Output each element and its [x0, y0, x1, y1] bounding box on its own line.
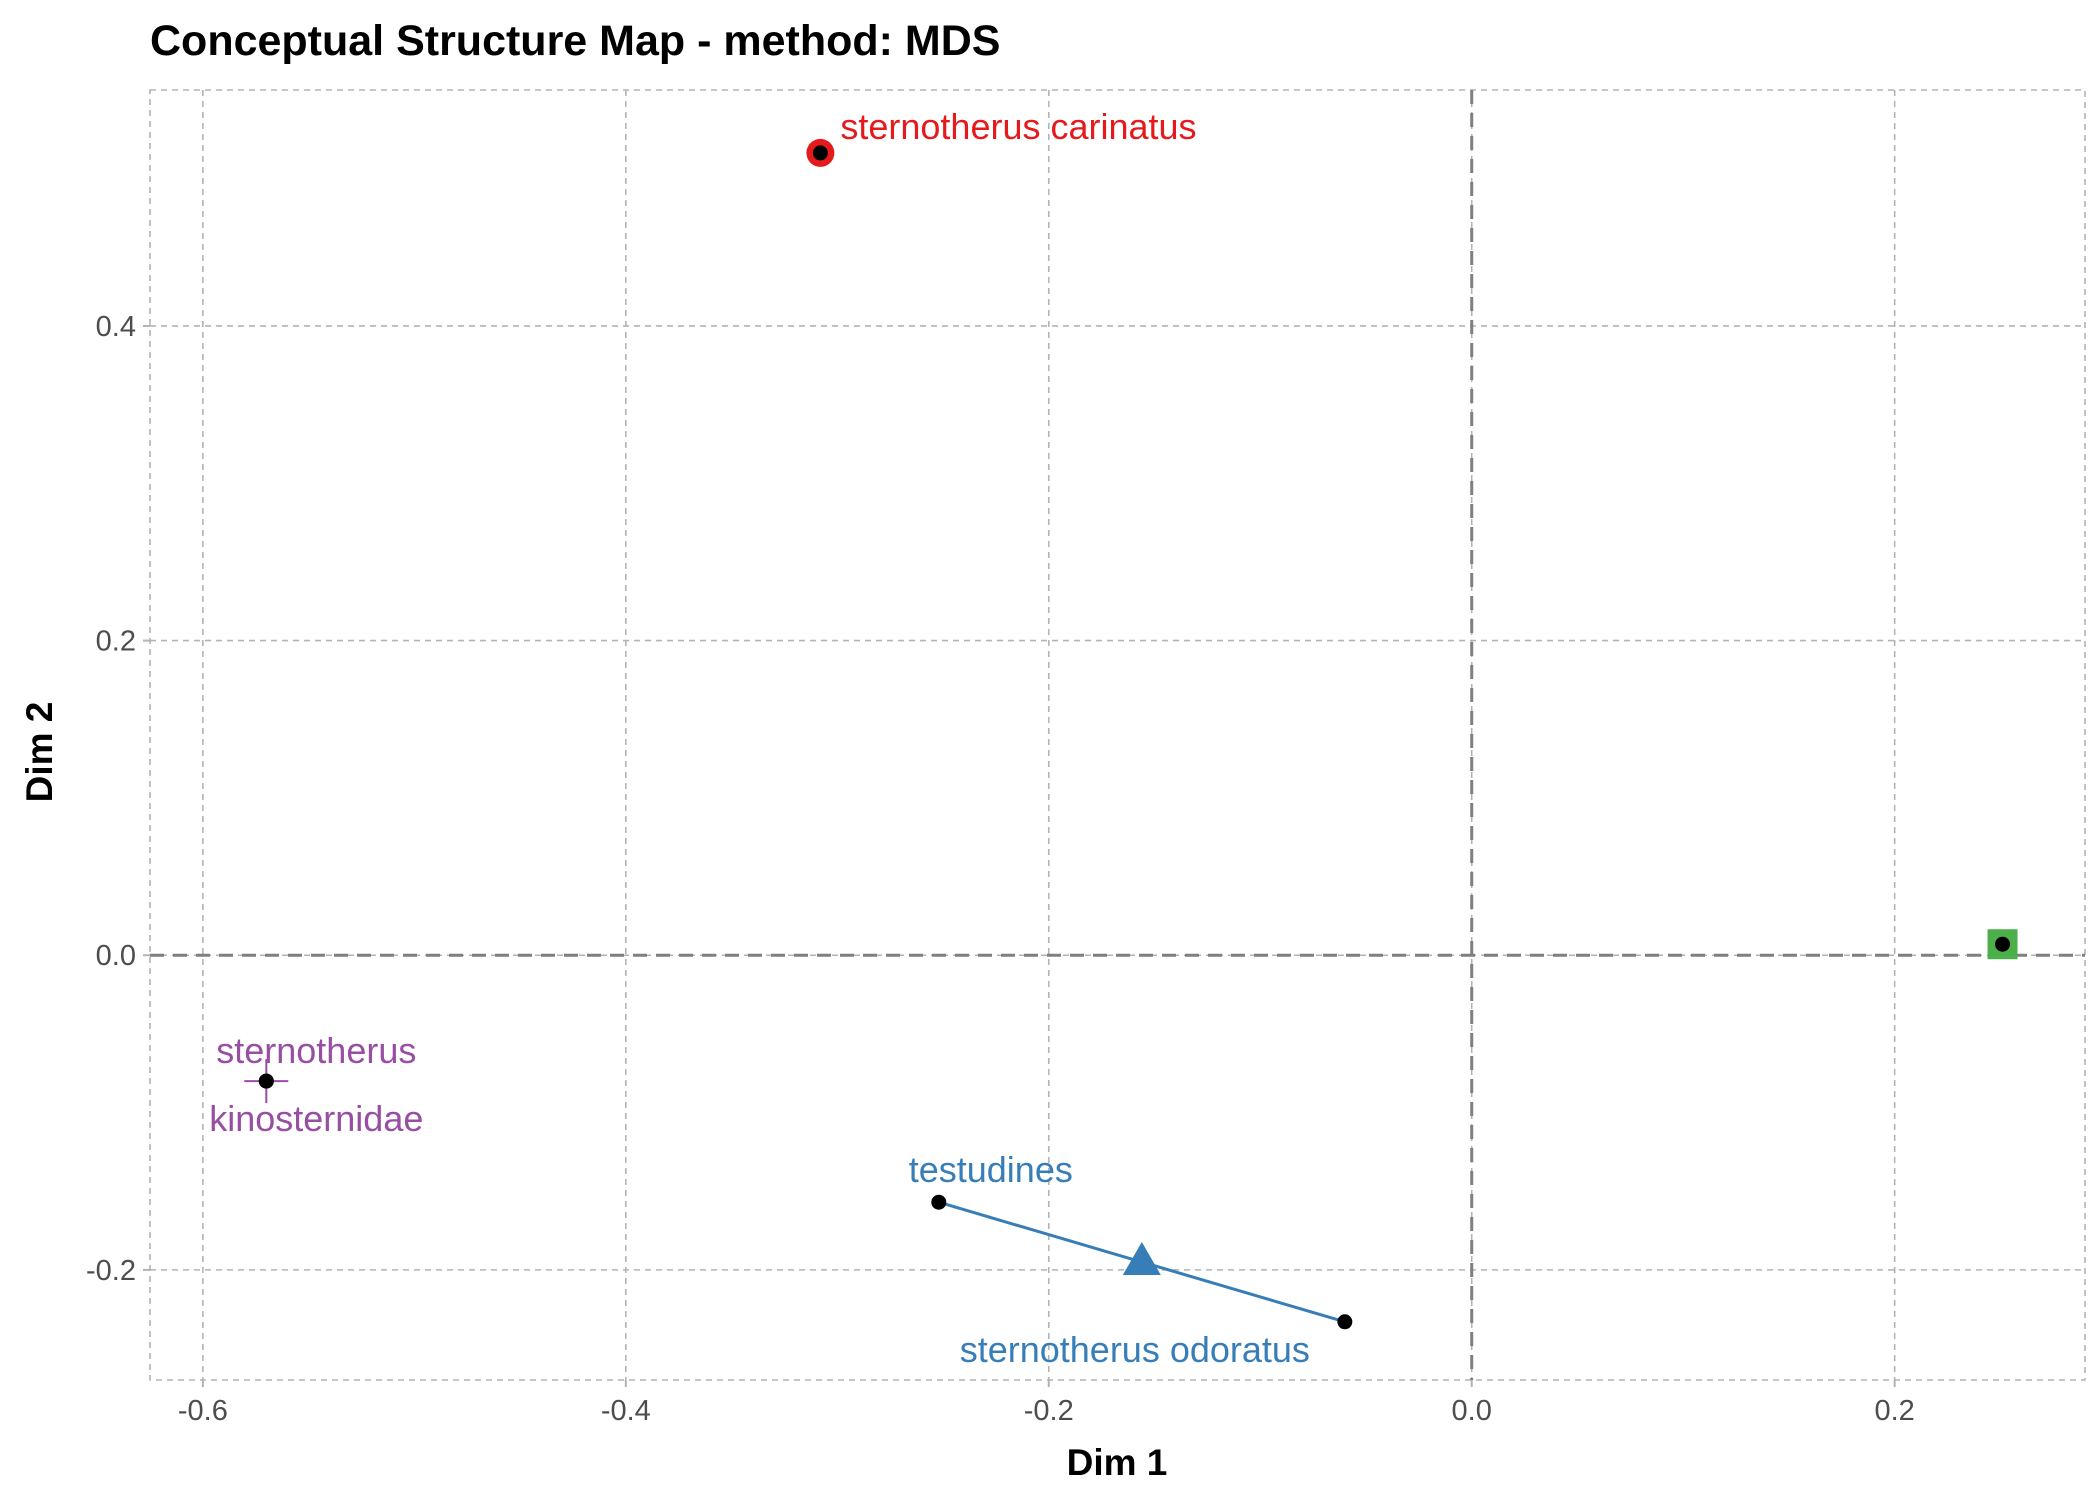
- y-axis-title: Dim 2: [19, 702, 60, 803]
- x-tick-label: -0.6: [178, 1395, 228, 1427]
- data-point: [931, 1194, 947, 1210]
- x-tick-label: 0.2: [1875, 1395, 1915, 1427]
- y-tick-label: 0.2: [96, 626, 136, 658]
- cluster-lines: [938, 1200, 1346, 1324]
- x-tick-label: 0.0: [1452, 1395, 1492, 1427]
- cluster-connector-line: [938, 1200, 1143, 1264]
- point-labels: sternotherus carinatus testudines sternoth…: [209, 106, 1310, 1370]
- point-label: testudines: [909, 1149, 1073, 1190]
- point-label: sternotherus: [216, 1030, 416, 1071]
- y-tick-label: 0.4: [96, 311, 136, 343]
- cluster-centroid-triangle: [1122, 1242, 1161, 1276]
- x-axis-title: Dim 1: [1067, 1442, 1168, 1483]
- data-points: [258, 145, 2011, 1330]
- data-point: [1995, 936, 2011, 952]
- point-label: kinosternidae: [209, 1098, 423, 1139]
- chart-title: Conceptual Structure Map - method: MDS: [150, 17, 1000, 65]
- x-tick-label: -0.4: [601, 1395, 651, 1427]
- cluster-centroids: [244, 138, 2018, 1276]
- data-point: [812, 145, 828, 161]
- zero-reference-lines: [150, 90, 2085, 1380]
- y-axis-ticks: -0.2 0.0 0.2 0.4: [86, 311, 150, 1287]
- x-axis-ticks: -0.6 -0.4 -0.2 0.0 0.2: [178, 1380, 1915, 1427]
- grid: [149, 89, 2086, 1381]
- y-tick-label: 0.0: [96, 940, 136, 972]
- data-point: [258, 1073, 274, 1089]
- data-point: [1337, 1314, 1353, 1330]
- panel-border: [149, 89, 2086, 1381]
- y-tick-label: -0.2: [86, 1255, 136, 1287]
- cluster-connector-line: [1141, 1260, 1346, 1324]
- point-label: sternotherus carinatus: [840, 106, 1196, 147]
- x-tick-label: -0.2: [1024, 1395, 1074, 1427]
- point-label: sternotherus odoratus: [960, 1329, 1310, 1370]
